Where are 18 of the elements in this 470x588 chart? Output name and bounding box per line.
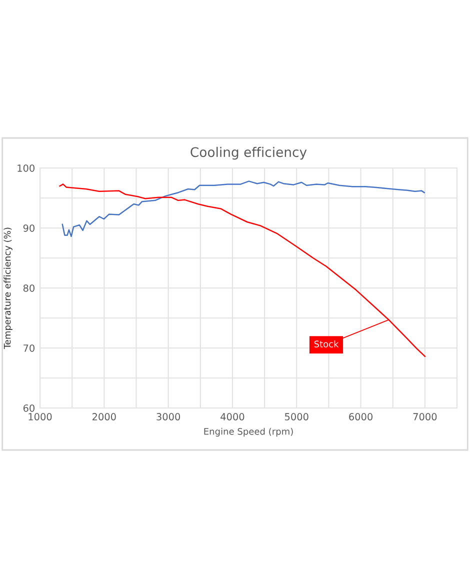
x-tick-label: 6000 — [349, 413, 372, 420]
y-axis-title: Temperature efficiency (%) — [4, 228, 12, 350]
x-axis-title: Engine Speed (rpm) — [204, 428, 293, 437]
y-tick-label: 80 — [23, 284, 34, 292]
line-series — [59, 184, 426, 358]
x-tick-label: 7000 — [413, 413, 437, 420]
chart-title: Cooling efficiency — [190, 146, 307, 160]
x-tick-label: 1000 — [28, 413, 52, 420]
y-tick-label: 100 — [18, 164, 34, 172]
y-tick-label: 70 — [24, 344, 34, 352]
y-tick-label: 60 — [23, 404, 34, 412]
line-series — [62, 180, 425, 238]
x-tick-label: 2000 — [92, 413, 116, 420]
x-tick-label: 3000 — [156, 413, 180, 420]
y-tick-label: 90 — [23, 224, 34, 232]
x-tick-label: 5000 — [284, 413, 308, 420]
x-tick-label: 4000 — [220, 413, 244, 420]
text: Stock — [314, 340, 339, 348]
